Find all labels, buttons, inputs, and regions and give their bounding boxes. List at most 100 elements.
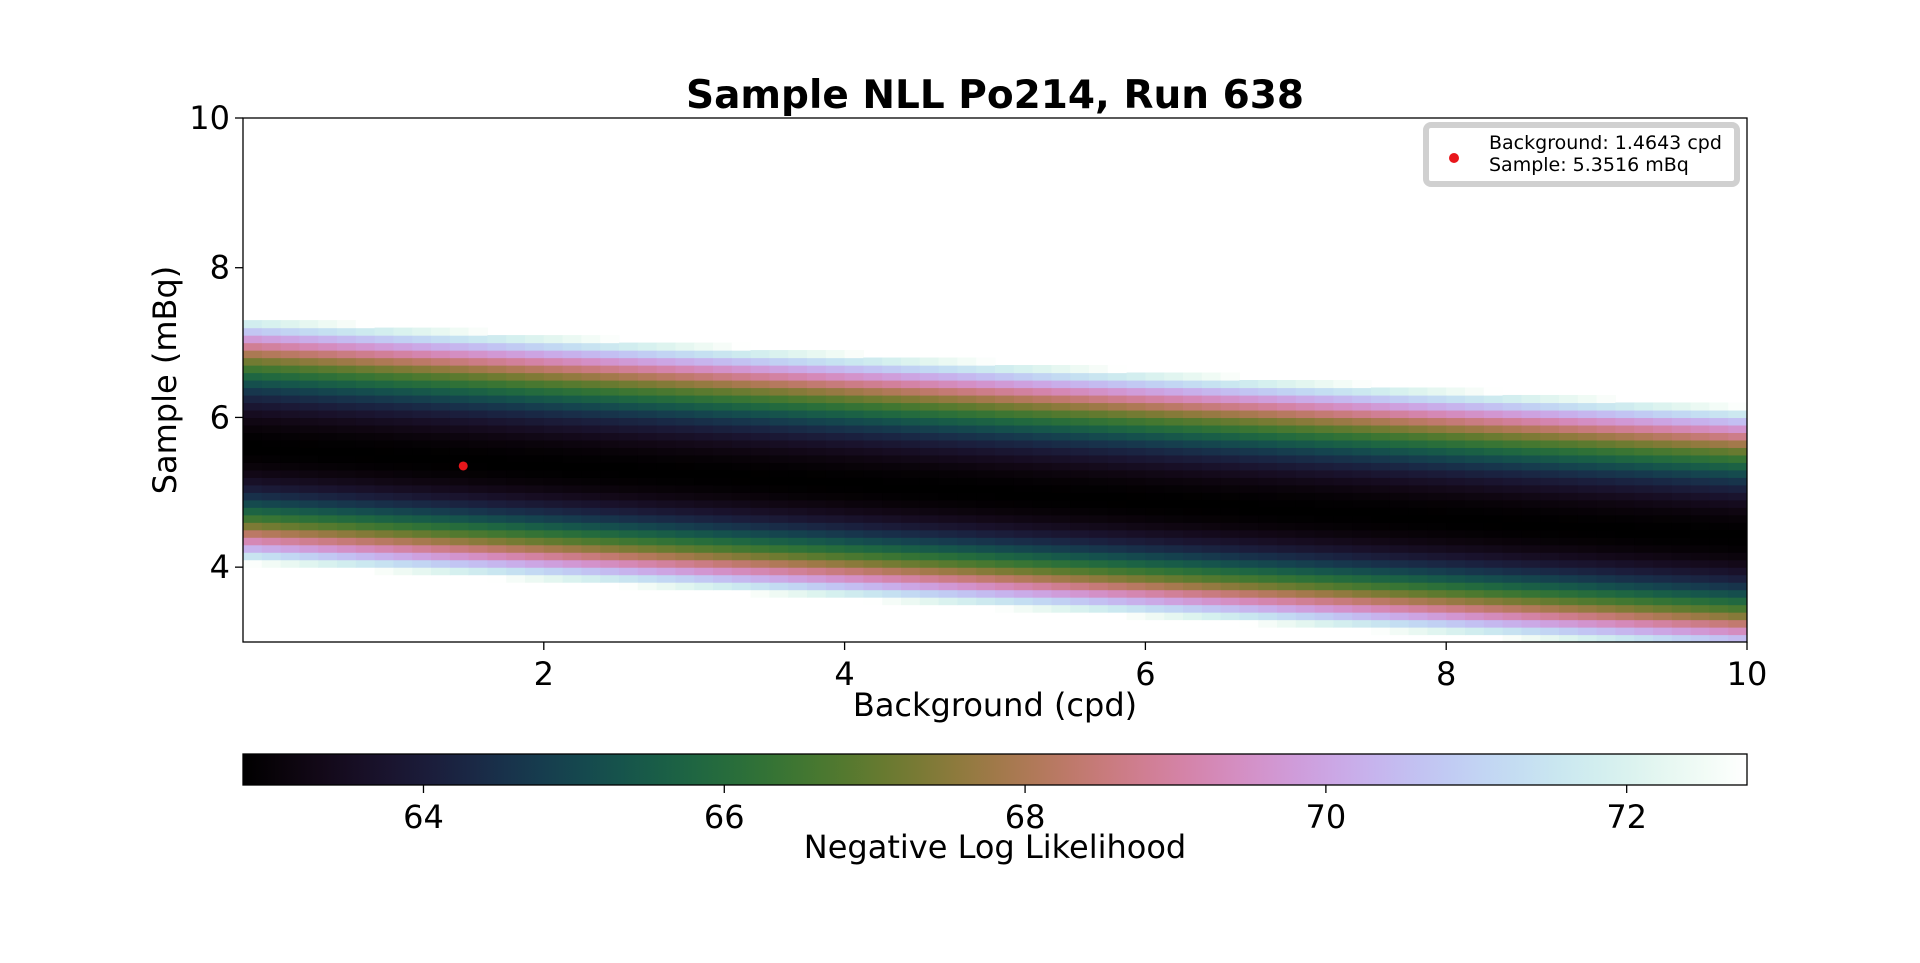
heatmap-cell — [901, 432, 921, 441]
heatmap-cell — [1220, 394, 1240, 404]
heatmap-cell — [1333, 529, 1353, 538]
heatmap-cell — [901, 537, 921, 546]
heatmap-cell — [1126, 477, 1146, 486]
heatmap-cell — [1427, 582, 1447, 591]
heatmap-cell — [1371, 507, 1391, 516]
heatmap-cell — [656, 469, 676, 478]
heatmap-cell — [280, 387, 300, 396]
heatmap-cell — [1690, 507, 1710, 516]
heatmap-cell — [901, 529, 921, 538]
heatmap-cell — [1032, 387, 1052, 396]
heatmap-cell — [731, 357, 752, 366]
heatmap-cell — [243, 492, 263, 501]
heatmap-cell — [637, 447, 658, 456]
heatmap-cell — [1107, 447, 1128, 456]
heatmap-cell — [1596, 492, 1616, 501]
heatmap-cell — [487, 552, 507, 561]
heatmap-cell — [957, 537, 977, 546]
heatmap-cell — [1220, 507, 1240, 516]
heatmap-cell — [581, 365, 601, 374]
heatmap-cell — [788, 499, 808, 508]
heatmap-cell — [938, 507, 958, 516]
heatmap-cell — [1107, 567, 1128, 576]
heatmap-cell — [1559, 499, 1579, 508]
heatmap-cell — [619, 469, 639, 478]
heatmap-cell — [1164, 544, 1184, 553]
heatmap-cell — [449, 350, 470, 359]
heatmap-cell — [543, 522, 564, 531]
heatmap-cell — [807, 394, 827, 404]
heatmap-cell — [1352, 462, 1372, 471]
heatmap-cell — [1483, 619, 1504, 628]
heatmap-cell — [619, 567, 639, 576]
heatmap-cell — [1653, 567, 1673, 576]
heatmap-cell — [562, 402, 582, 411]
heatmap-cell — [1107, 604, 1128, 613]
heatmap-cell — [919, 582, 940, 591]
heatmap-cell — [637, 574, 658, 583]
heatmap-cell — [581, 522, 601, 531]
heatmap-cell — [1070, 424, 1090, 433]
heatmap-cell — [355, 552, 376, 561]
heatmap-cell — [1295, 507, 1316, 516]
heatmap-cell — [243, 499, 263, 508]
heatmap-cell — [1258, 462, 1278, 471]
heatmap-cell — [318, 447, 338, 456]
heatmap-cell — [581, 462, 601, 471]
heatmap-cell — [393, 559, 413, 568]
heatmap-cell — [1013, 537, 1034, 546]
heatmap-cell — [807, 469, 827, 478]
heatmap-cell — [487, 454, 507, 463]
heatmap-cell — [1220, 424, 1240, 433]
heatmap-cell — [1013, 477, 1034, 486]
heatmap-cell — [1352, 394, 1372, 404]
heatmap-cell — [468, 522, 488, 531]
heatmap-cell — [1314, 507, 1334, 516]
heatmap-cell — [1032, 552, 1052, 561]
heatmap-cell — [1653, 627, 1673, 636]
heatmap-cell — [844, 492, 864, 501]
heatmap-cell — [1728, 477, 1747, 486]
heatmap-cell — [412, 462, 432, 471]
heatmap-cell — [543, 417, 564, 426]
heatmap-cell — [1107, 365, 1128, 374]
heatmap-cell — [1277, 417, 1297, 426]
best-fit-point — [458, 461, 468, 471]
heatmap-cell — [637, 484, 658, 493]
heatmap-cell — [355, 424, 376, 433]
heatmap-cell — [1164, 507, 1184, 516]
heatmap-cell — [1126, 462, 1146, 471]
heatmap-cell — [901, 402, 921, 411]
heatmap-cell — [1653, 634, 1673, 642]
heatmap-cell — [562, 417, 582, 426]
heatmap-cell — [1483, 499, 1504, 508]
heatmap-cell — [525, 357, 545, 366]
heatmap-cell — [1107, 380, 1128, 389]
heatmap-cell — [1483, 567, 1504, 576]
heatmap-cell — [957, 372, 977, 381]
heatmap-cell — [844, 589, 864, 598]
heatmap-cell — [1728, 417, 1747, 426]
heatmap-cell — [1483, 604, 1504, 613]
heatmap-cell — [844, 365, 864, 374]
heatmap-cell — [976, 454, 996, 463]
heatmap-cell — [1653, 612, 1673, 621]
heatmap-cell — [1408, 507, 1428, 516]
heatmap-cell — [1728, 559, 1747, 568]
heatmap-cell — [449, 507, 470, 516]
heatmap-cell — [1389, 612, 1410, 621]
heatmap-cell — [1201, 559, 1222, 568]
heatmap-cell — [1333, 424, 1353, 433]
heatmap-cell — [637, 544, 658, 553]
heatmap-cell — [374, 492, 394, 501]
heatmap-cell — [1333, 589, 1353, 598]
heatmap-cell — [1183, 439, 1203, 448]
heatmap-cell — [788, 454, 808, 463]
heatmap-cell — [882, 574, 902, 583]
heatmap-cell — [807, 567, 827, 576]
heatmap-cell — [1013, 589, 1034, 598]
heatmap-cell — [1521, 439, 1541, 448]
heatmap-cell — [1164, 537, 1184, 546]
heatmap-cell — [1314, 387, 1334, 396]
heatmap-cell — [355, 335, 376, 344]
